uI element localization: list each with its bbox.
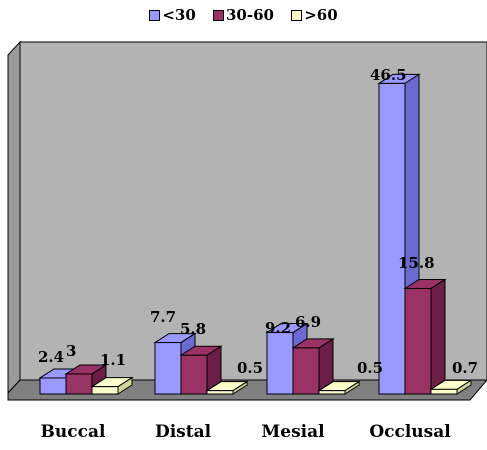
- legend-item-lt30: <30: [149, 6, 196, 24]
- data-label-occlusal-0: 46.5: [370, 66, 407, 84]
- category-label-buccal: Buccal: [40, 422, 106, 442]
- data-label-distal-2: 0.5: [237, 359, 263, 377]
- legend-item-gt60: >60: [291, 6, 338, 24]
- legend-swatch-30-60: [213, 9, 224, 21]
- category-label-occlusal: Occlusal: [369, 422, 451, 442]
- data-label-mesial-2: 0.5: [357, 359, 383, 377]
- bar-occlusal-1: [403, 278, 447, 395]
- bar-occlusal-2-front: [430, 388, 458, 395]
- bar-group: [38, 73, 473, 395]
- data-label-distal-0: 7.7: [150, 308, 176, 326]
- bar-mesial-1-front: [292, 347, 320, 395]
- bar-mesial-0-front: [266, 332, 294, 395]
- data-label-buccal-1: 3: [66, 342, 76, 360]
- chart-walls: [7, 40, 487, 401]
- legend-label-lt30: <30: [162, 6, 196, 24]
- category-label-distal: Distal: [154, 422, 212, 442]
- bar-buccal-0-front: [39, 377, 67, 395]
- data-labels: 2.4 3 1.1 7.75.8 0.5 9.2 6.9 0.5 46.5 15.8 0.7: [38, 66, 478, 377]
- legend-label-30-60: 30-60: [226, 6, 274, 24]
- bar-distal-0-front: [154, 342, 182, 395]
- data-label-buccal-2: 1.1: [100, 351, 126, 369]
- bar-mesial-2: [317, 380, 361, 395]
- bar-occlusal-0-front: [378, 82, 406, 395]
- bar-mesial-1: [291, 337, 335, 395]
- legend-swatch-gt60: [291, 9, 303, 21]
- category-label-mesial: Mesial: [261, 422, 325, 442]
- data-label-occlusal-2: 0.7: [452, 359, 478, 377]
- bar-mesial-2-front: [318, 390, 346, 395]
- data-label-distal-1: 5.8: [180, 320, 206, 338]
- bar-buccal-2-front: [91, 386, 119, 395]
- bar-distal-1-front: [180, 354, 208, 395]
- legend-item-30-60: 30-60: [213, 6, 274, 24]
- bar-distal-2: [205, 380, 249, 395]
- bar-distal-1: [179, 345, 223, 395]
- legend-swatch-lt30: [149, 9, 161, 21]
- legend-label-gt60: >60: [304, 6, 338, 24]
- bar-buccal-1-front: [65, 373, 93, 395]
- data-label-buccal-0: 2.4: [38, 348, 64, 366]
- side-wall: [7, 40, 21, 395]
- bar-occlusal-1-side: [430, 278, 446, 395]
- bar-occlusal-2: [429, 379, 473, 395]
- data-label-mesial-0: 9.2: [265, 319, 291, 337]
- bar-buccal-2: [90, 376, 134, 395]
- data-label-mesial-1: 6.9: [295, 313, 321, 331]
- bar-occlusal-1-front: [404, 287, 432, 395]
- data-label-occlusal-1: 15.8: [398, 254, 435, 272]
- bar-distal-2-front: [206, 390, 234, 395]
- chart-legend: <30 30-60 >60: [0, 6, 487, 25]
